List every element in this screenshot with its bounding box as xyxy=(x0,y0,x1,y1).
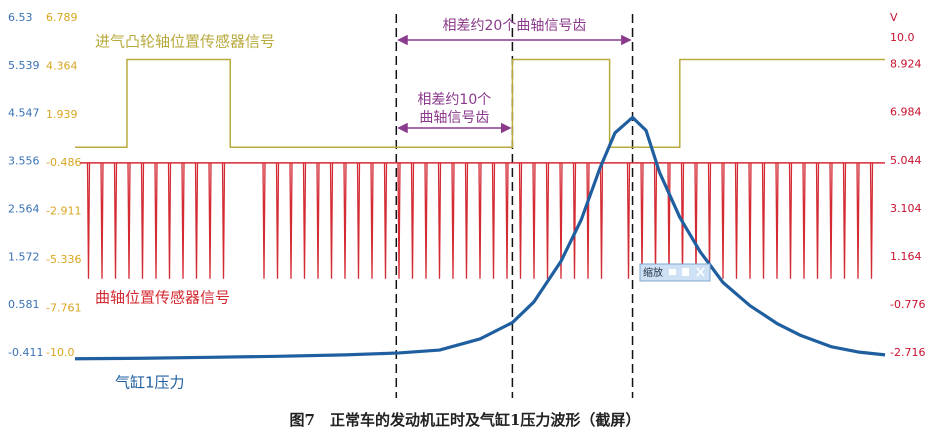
crank-tooth xyxy=(464,162,469,279)
y3-tick-label: 5.044 xyxy=(890,154,922,167)
crank-tooth xyxy=(842,162,847,279)
crank-tooth xyxy=(383,162,388,279)
crank-tooth xyxy=(532,162,536,279)
series-label: 进气凸轮轴位置传感器信号 xyxy=(95,33,275,51)
y2-tick-label: -7.761 xyxy=(46,301,81,314)
crank-tooth xyxy=(181,162,185,279)
crank-tooth xyxy=(140,162,145,279)
crank-tooth xyxy=(640,162,644,279)
crank-tooth xyxy=(694,162,698,279)
crank-tooth xyxy=(370,162,374,279)
crank-tooth xyxy=(397,162,401,279)
y2-tick-label: -2.911 xyxy=(46,205,81,218)
crank-tooth xyxy=(221,162,226,279)
crank-tooth xyxy=(545,162,550,279)
series-label: 气缸1压力 xyxy=(115,374,185,392)
y3-tick-label: -0.776 xyxy=(890,298,925,311)
crank-tooth xyxy=(343,162,347,279)
crank-tooth xyxy=(829,162,833,279)
y3-tick-label: 1.164 xyxy=(890,250,922,263)
crank-tooth xyxy=(478,162,482,279)
crank-tooth xyxy=(802,162,806,279)
crank-tooth xyxy=(329,162,334,279)
crank-tooth xyxy=(856,162,860,279)
y3-tick-label: 10.0 xyxy=(890,31,915,44)
y3-tick-label: 6.984 xyxy=(890,106,922,119)
y-tick-label: 0.581 xyxy=(8,298,40,311)
zoom-max xyxy=(682,268,689,276)
series-line xyxy=(74,115,886,361)
caption: 图7 正常车的发动机正时及气缸1压力波形（截屏） xyxy=(290,411,641,429)
crank-tooth xyxy=(86,162,91,279)
y2-tick-label: -0.486 xyxy=(46,156,81,169)
crank-tooth xyxy=(289,162,293,279)
crank-tooth xyxy=(424,162,428,279)
crank-tooth xyxy=(869,162,874,279)
crank-tooth xyxy=(154,162,158,279)
crank-tooth xyxy=(788,162,793,279)
y2-tick-label: 1.939 xyxy=(46,108,78,121)
crank-tooth xyxy=(194,162,199,279)
zoom-close xyxy=(696,267,705,277)
y3-unit-label: V xyxy=(890,11,898,24)
crank-tooth xyxy=(127,162,131,279)
y2-tick-label: -5.336 xyxy=(46,253,81,266)
zoom-min xyxy=(669,269,676,275)
y3-tick-label: -2.716 xyxy=(890,346,925,359)
y-tick-label: 4.547 xyxy=(8,107,40,120)
y-tick-label: 3.556 xyxy=(8,155,40,168)
crank-tooth xyxy=(437,162,442,279)
y-tick-label: 2.564 xyxy=(8,202,40,215)
crank-tooth xyxy=(626,162,631,279)
y2-tick-label: -10.0 xyxy=(46,346,74,359)
y-tick-label: 1.572 xyxy=(8,250,40,263)
crank-tooth xyxy=(586,162,590,279)
crank-tooth xyxy=(275,162,280,279)
y3-tick-label: 3.104 xyxy=(890,202,922,215)
series-label: 曲轴位置传感器信号 xyxy=(95,289,230,307)
crank-signal xyxy=(80,162,885,279)
crank-tooth xyxy=(356,162,361,279)
zoom-widget: 缩放 xyxy=(639,263,711,282)
crank-tooth xyxy=(559,162,563,279)
crank-tooth xyxy=(316,162,320,279)
crank-tooth xyxy=(505,162,509,279)
zoom-label: 缩放 xyxy=(643,266,663,279)
crank-tooth xyxy=(667,162,671,279)
crank-tooth xyxy=(113,162,118,279)
y-tick-label: -0.411 xyxy=(8,346,43,359)
crank-tooth xyxy=(599,162,604,279)
crank-tooth xyxy=(262,162,266,279)
y2-tick-label: 6.789 xyxy=(46,11,78,24)
crank-tooth xyxy=(572,162,577,279)
crank-tooth xyxy=(208,162,212,279)
y2-tick-label: 4.364 xyxy=(46,59,78,72)
crank-tooth xyxy=(410,162,415,279)
crank-tooth xyxy=(775,162,779,279)
crank-tooth xyxy=(721,162,725,279)
y3-tick-label: 8.924 xyxy=(890,58,922,71)
crank-tooth xyxy=(491,162,496,279)
crank-tooth xyxy=(451,162,455,279)
crank-tooth xyxy=(100,162,104,279)
crank-tooth xyxy=(653,162,658,279)
crank-tooth xyxy=(761,162,766,279)
annotation-text: 相差约10个 xyxy=(417,92,491,108)
y-tick-label: 5.539 xyxy=(8,59,40,72)
crank-tooth xyxy=(734,162,739,279)
series-line xyxy=(75,58,885,149)
crank-tooth xyxy=(302,162,307,279)
annotation-text: 相差约20个曲轴信号齿 xyxy=(443,18,587,34)
annotation-text: 曲轴信号齿 xyxy=(419,110,489,126)
crank-tooth xyxy=(518,162,523,279)
crank-tooth xyxy=(167,162,172,279)
y-tick-label: 6.53 xyxy=(8,11,33,24)
crank-tooth xyxy=(815,162,820,279)
crank-tooth xyxy=(748,162,752,279)
